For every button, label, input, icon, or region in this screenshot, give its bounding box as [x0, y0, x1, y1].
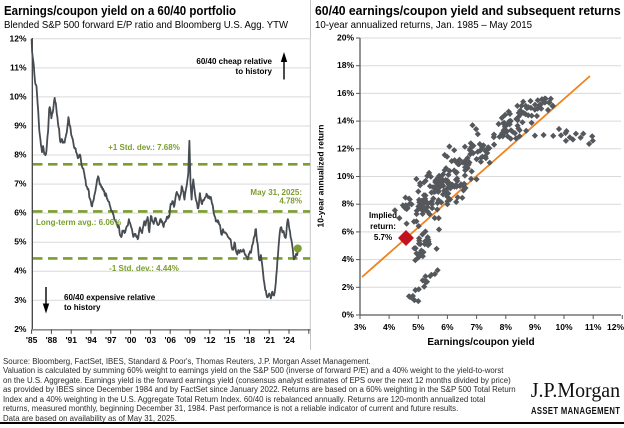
svg-text:4.78%: 4.78%	[279, 197, 302, 206]
svg-text:6%: 6%	[342, 226, 355, 236]
svg-text:'15: '15	[224, 335, 236, 345]
svg-text:60/40 cheap relative: 60/40 cheap relative	[196, 57, 272, 66]
svg-text:'06: '06	[164, 335, 176, 345]
svg-text:9%: 9%	[529, 322, 542, 332]
svg-text:5%: 5%	[14, 237, 27, 247]
svg-text:11%: 11%	[585, 322, 602, 332]
svg-text:to history: to history	[236, 67, 273, 76]
svg-text:'18: '18	[244, 335, 256, 345]
svg-text:5.7%: 5.7%	[374, 233, 392, 242]
svg-text:to history: to history	[64, 303, 101, 312]
svg-text:10-year annualized return: 10-year annualized return	[316, 125, 326, 228]
svg-text:12%: 12%	[9, 33, 26, 43]
svg-text:'03: '03	[145, 335, 157, 345]
svg-text:7%: 7%	[470, 322, 483, 332]
svg-text:0%: 0%	[342, 310, 355, 320]
svg-text:8%: 8%	[342, 199, 355, 209]
svg-text:6%: 6%	[14, 208, 27, 218]
svg-text:4%: 4%	[383, 322, 396, 332]
svg-text:-1 Std. dev.: 4.44%: -1 Std. dev.: 4.44%	[109, 264, 179, 273]
svg-text:'97: '97	[105, 335, 117, 345]
svg-text:'85: '85	[26, 335, 38, 345]
svg-text:60/40 expensive relative: 60/40 expensive relative	[64, 293, 156, 302]
svg-text:11%: 11%	[10, 62, 27, 72]
svg-text:4%: 4%	[342, 254, 355, 264]
svg-text:Long-term avg.: 6.06%: Long-term avg.: 6.06%	[36, 218, 121, 227]
svg-text:16%: 16%	[337, 88, 354, 98]
svg-text:9%: 9%	[14, 121, 27, 131]
svg-text:8%: 8%	[500, 322, 513, 332]
svg-text:'91: '91	[65, 335, 77, 345]
svg-text:10%: 10%	[555, 322, 572, 332]
svg-text:6%: 6%	[441, 322, 454, 332]
svg-text:May 31, 2025:: May 31, 2025:	[250, 188, 302, 197]
svg-text:12%: 12%	[337, 143, 354, 153]
svg-text:2%: 2%	[342, 282, 355, 292]
svg-text:10%: 10%	[9, 91, 26, 101]
svg-text:'12: '12	[204, 335, 216, 345]
svg-text:2%: 2%	[14, 324, 27, 334]
svg-text:7%: 7%	[14, 179, 27, 189]
svg-text:20%: 20%	[337, 33, 354, 43]
svg-text:+1 Std. dev.: 7.68%: +1 Std. dev.: 7.68%	[108, 143, 180, 152]
svg-text:'21: '21	[263, 335, 275, 345]
svg-text:'94: '94	[85, 335, 97, 345]
svg-text:10%: 10%	[337, 171, 354, 181]
svg-text:Implied: Implied	[369, 211, 397, 220]
svg-text:Earnings/coupon yield: Earnings/coupon yield	[427, 337, 534, 348]
svg-text:return:: return:	[370, 222, 396, 231]
svg-text:'88: '88	[46, 335, 58, 345]
svg-text:3%: 3%	[14, 295, 27, 305]
svg-text:3%: 3%	[354, 322, 367, 332]
svg-text:'09: '09	[184, 335, 196, 345]
svg-text:18%: 18%	[337, 60, 354, 70]
svg-text:12%: 12%	[607, 322, 624, 332]
svg-text:5%: 5%	[412, 322, 425, 332]
svg-text:8%: 8%	[14, 150, 27, 160]
svg-text:'24: '24	[283, 335, 295, 345]
svg-text:14%: 14%	[337, 116, 354, 126]
svg-text:'00: '00	[125, 335, 137, 345]
svg-text:4%: 4%	[14, 266, 27, 276]
